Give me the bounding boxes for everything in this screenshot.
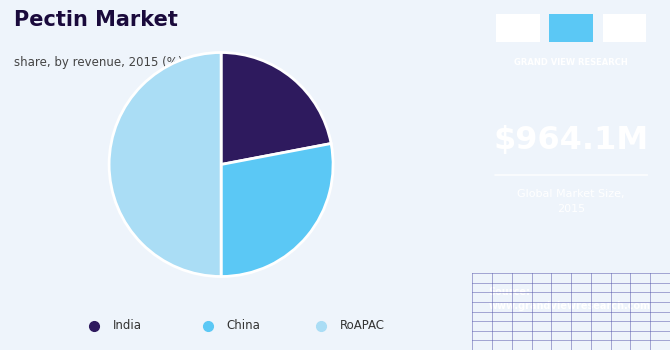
Text: GRAND VIEW RESEARCH: GRAND VIEW RESEARCH bbox=[515, 58, 628, 67]
Text: RoAPAC: RoAPAC bbox=[340, 319, 385, 332]
Text: Source:
www.grandviewresearch.com: Source: www.grandviewresearch.com bbox=[488, 287, 651, 311]
Wedge shape bbox=[221, 144, 333, 276]
Polygon shape bbox=[557, 15, 585, 37]
Wedge shape bbox=[221, 52, 331, 164]
Text: share, by revenue, 2015 (%): share, by revenue, 2015 (%) bbox=[14, 56, 183, 69]
Text: Global Market Size,
2015: Global Market Size, 2015 bbox=[517, 189, 625, 214]
Text: India: India bbox=[113, 319, 142, 332]
Wedge shape bbox=[109, 52, 221, 276]
FancyBboxPatch shape bbox=[603, 14, 647, 42]
Text: Pectin Market: Pectin Market bbox=[14, 10, 178, 30]
FancyBboxPatch shape bbox=[496, 14, 539, 42]
Text: China: China bbox=[226, 319, 261, 332]
FancyBboxPatch shape bbox=[549, 14, 593, 42]
Text: $964.1M: $964.1M bbox=[494, 125, 649, 155]
